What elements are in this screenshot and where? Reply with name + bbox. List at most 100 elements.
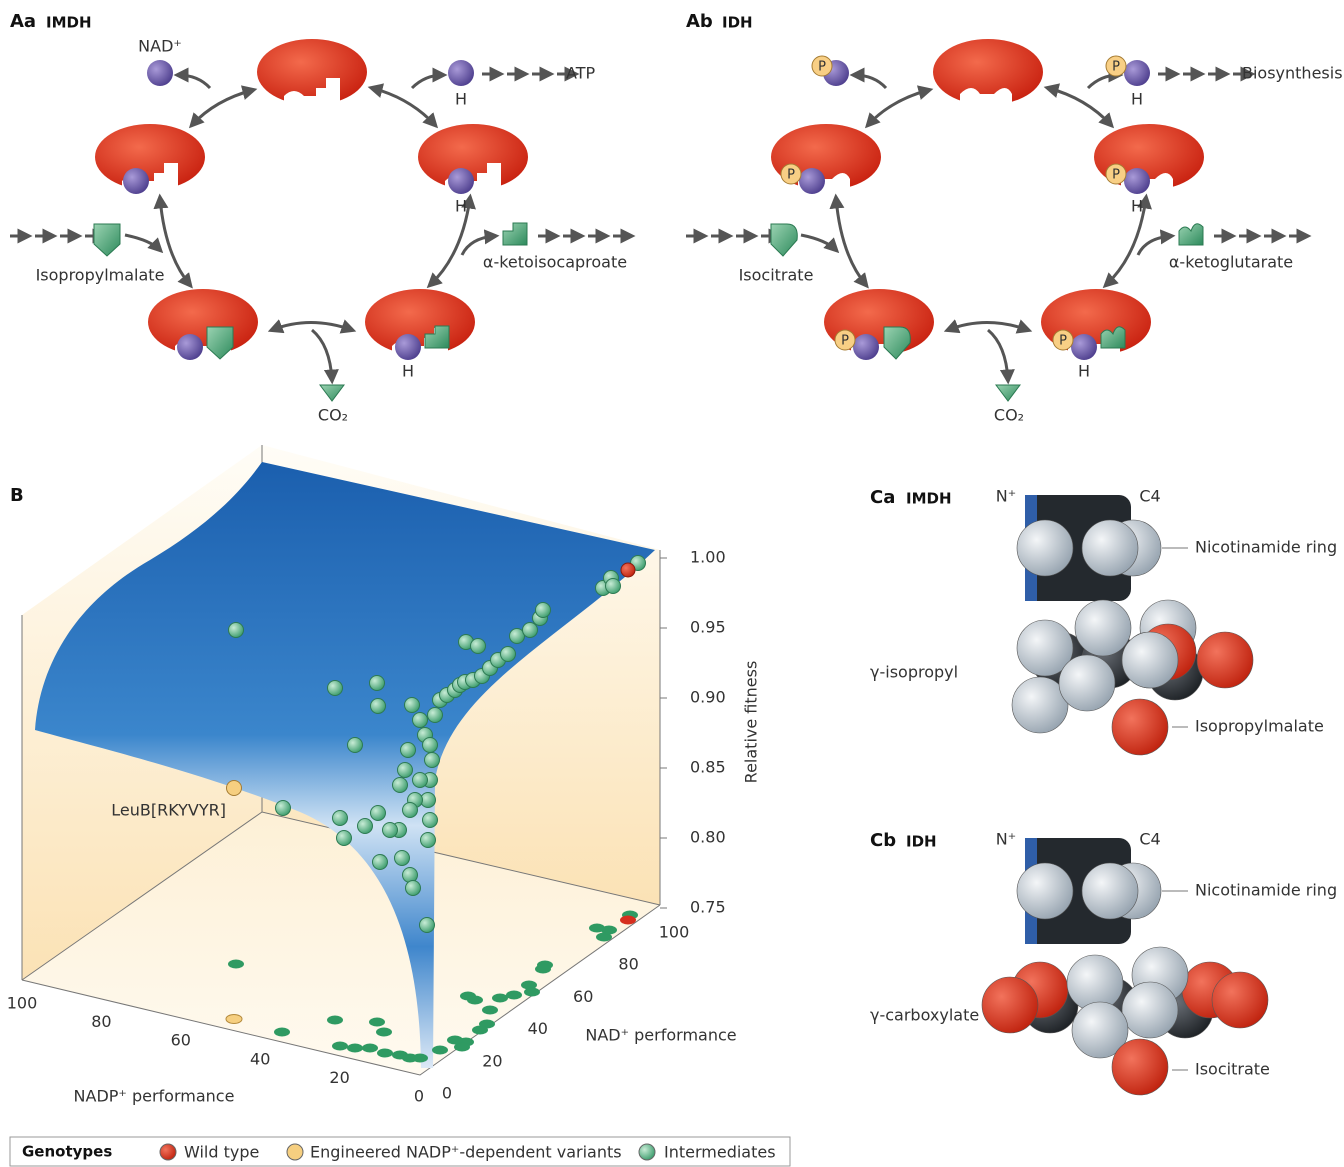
variant-point <box>370 676 385 691</box>
tick-label: 0 <box>442 1084 452 1103</box>
variant-point <box>328 681 343 696</box>
atom <box>1075 600 1131 656</box>
label: C4 <box>1139 487 1160 506</box>
label: NAD⁺ performance <box>585 1026 736 1045</box>
legend-swatch <box>160 1144 176 1160</box>
variant-point <box>395 851 410 866</box>
projection <box>228 960 244 969</box>
cofactor <box>1071 334 1097 360</box>
variant-point <box>358 819 373 834</box>
panel-label: Ca <box>870 487 895 508</box>
projection <box>535 965 551 974</box>
tick-label: 80 <box>618 955 638 974</box>
label: CO₂ <box>318 406 348 425</box>
variant-point <box>423 813 438 828</box>
variant-point <box>229 623 244 638</box>
arrow <box>178 75 210 88</box>
product-shape <box>503 223 527 245</box>
label: N⁺ <box>996 487 1016 506</box>
projection <box>412 1054 428 1063</box>
atom <box>1112 699 1168 755</box>
tick-label: 20 <box>329 1068 349 1087</box>
label: H <box>455 197 467 216</box>
panel-label: Aa <box>10 11 36 32</box>
arrow <box>948 323 1028 331</box>
tick-label: 0.75 <box>690 898 726 917</box>
variant-point <box>276 801 291 816</box>
label: H <box>1078 362 1090 381</box>
variant-point <box>393 778 408 793</box>
variant-point <box>421 833 436 848</box>
atom <box>1197 632 1253 688</box>
panel-label: Ab <box>686 11 713 32</box>
tick-label: 0.80 <box>690 828 726 847</box>
variant-point <box>373 855 388 870</box>
cofactor <box>1124 168 1150 194</box>
variant-point <box>405 698 420 713</box>
tick-label: 60 <box>171 1031 191 1050</box>
atom <box>1059 655 1115 711</box>
phosphate-label: P <box>1059 334 1067 349</box>
projection <box>506 991 522 1000</box>
figure: AaIMDHNAD⁺ATPHHHIsopropylmalateα-ketoiso… <box>0 0 1344 1167</box>
projection <box>376 1028 392 1037</box>
atom <box>1017 863 1073 919</box>
arrow <box>836 198 866 285</box>
atom <box>1017 520 1073 576</box>
label: Nicotinamide ring <box>1195 538 1337 557</box>
label: α-ketoglutarate <box>1169 253 1293 272</box>
variant-point <box>423 738 438 753</box>
label: H <box>402 362 414 381</box>
variant-point <box>413 773 428 788</box>
cofactor <box>177 334 203 360</box>
label: H <box>1131 90 1143 109</box>
projection <box>369 1018 385 1027</box>
variant-point <box>428 708 443 723</box>
tick-label: 100 <box>659 923 690 942</box>
tick-label: 0.95 <box>690 618 726 637</box>
panel-title: IDH <box>722 14 753 32</box>
projection <box>377 1049 393 1058</box>
variant-point <box>403 868 418 883</box>
tick-label: 40 <box>528 1019 548 1038</box>
phosphate-label: P <box>841 334 849 349</box>
label: Isopropylmalate <box>36 266 165 285</box>
arrow <box>1088 75 1119 88</box>
atom <box>1122 982 1178 1038</box>
variant-point <box>471 639 486 654</box>
projection <box>432 1046 448 1055</box>
variant-point <box>383 823 398 838</box>
atom <box>982 977 1038 1033</box>
label: H <box>455 90 467 109</box>
projection <box>482 1006 498 1015</box>
phosphate-label: P <box>818 60 826 75</box>
enzyme <box>257 39 367 105</box>
label: ATP <box>566 64 595 83</box>
variant-point <box>403 803 418 818</box>
variant-point <box>371 806 386 821</box>
tick-label: 100 <box>7 994 38 1013</box>
legend-title: Genotypes <box>22 1143 112 1161</box>
label: γ-carboxylate <box>870 1006 979 1025</box>
projection <box>472 1026 488 1035</box>
wild-type-point <box>621 563 635 577</box>
projection <box>467 996 483 1005</box>
projection <box>524 988 540 997</box>
arrow <box>854 75 886 88</box>
cofactor <box>147 60 173 86</box>
gas-shape <box>320 385 344 401</box>
label: LeuB[RKYVYR] <box>111 801 226 820</box>
label: C4 <box>1139 830 1160 849</box>
arrow <box>868 90 929 125</box>
label: Isocitrate <box>1195 1060 1270 1079</box>
variant-point <box>501 647 516 662</box>
legend-label: Wild type <box>184 1143 259 1162</box>
panel-label: B <box>10 485 24 506</box>
projection <box>332 1042 348 1051</box>
variant-point <box>413 713 428 728</box>
tick-label: 80 <box>91 1012 111 1031</box>
variant-point <box>606 579 621 594</box>
projection <box>447 1036 463 1045</box>
variant-point <box>371 699 386 714</box>
